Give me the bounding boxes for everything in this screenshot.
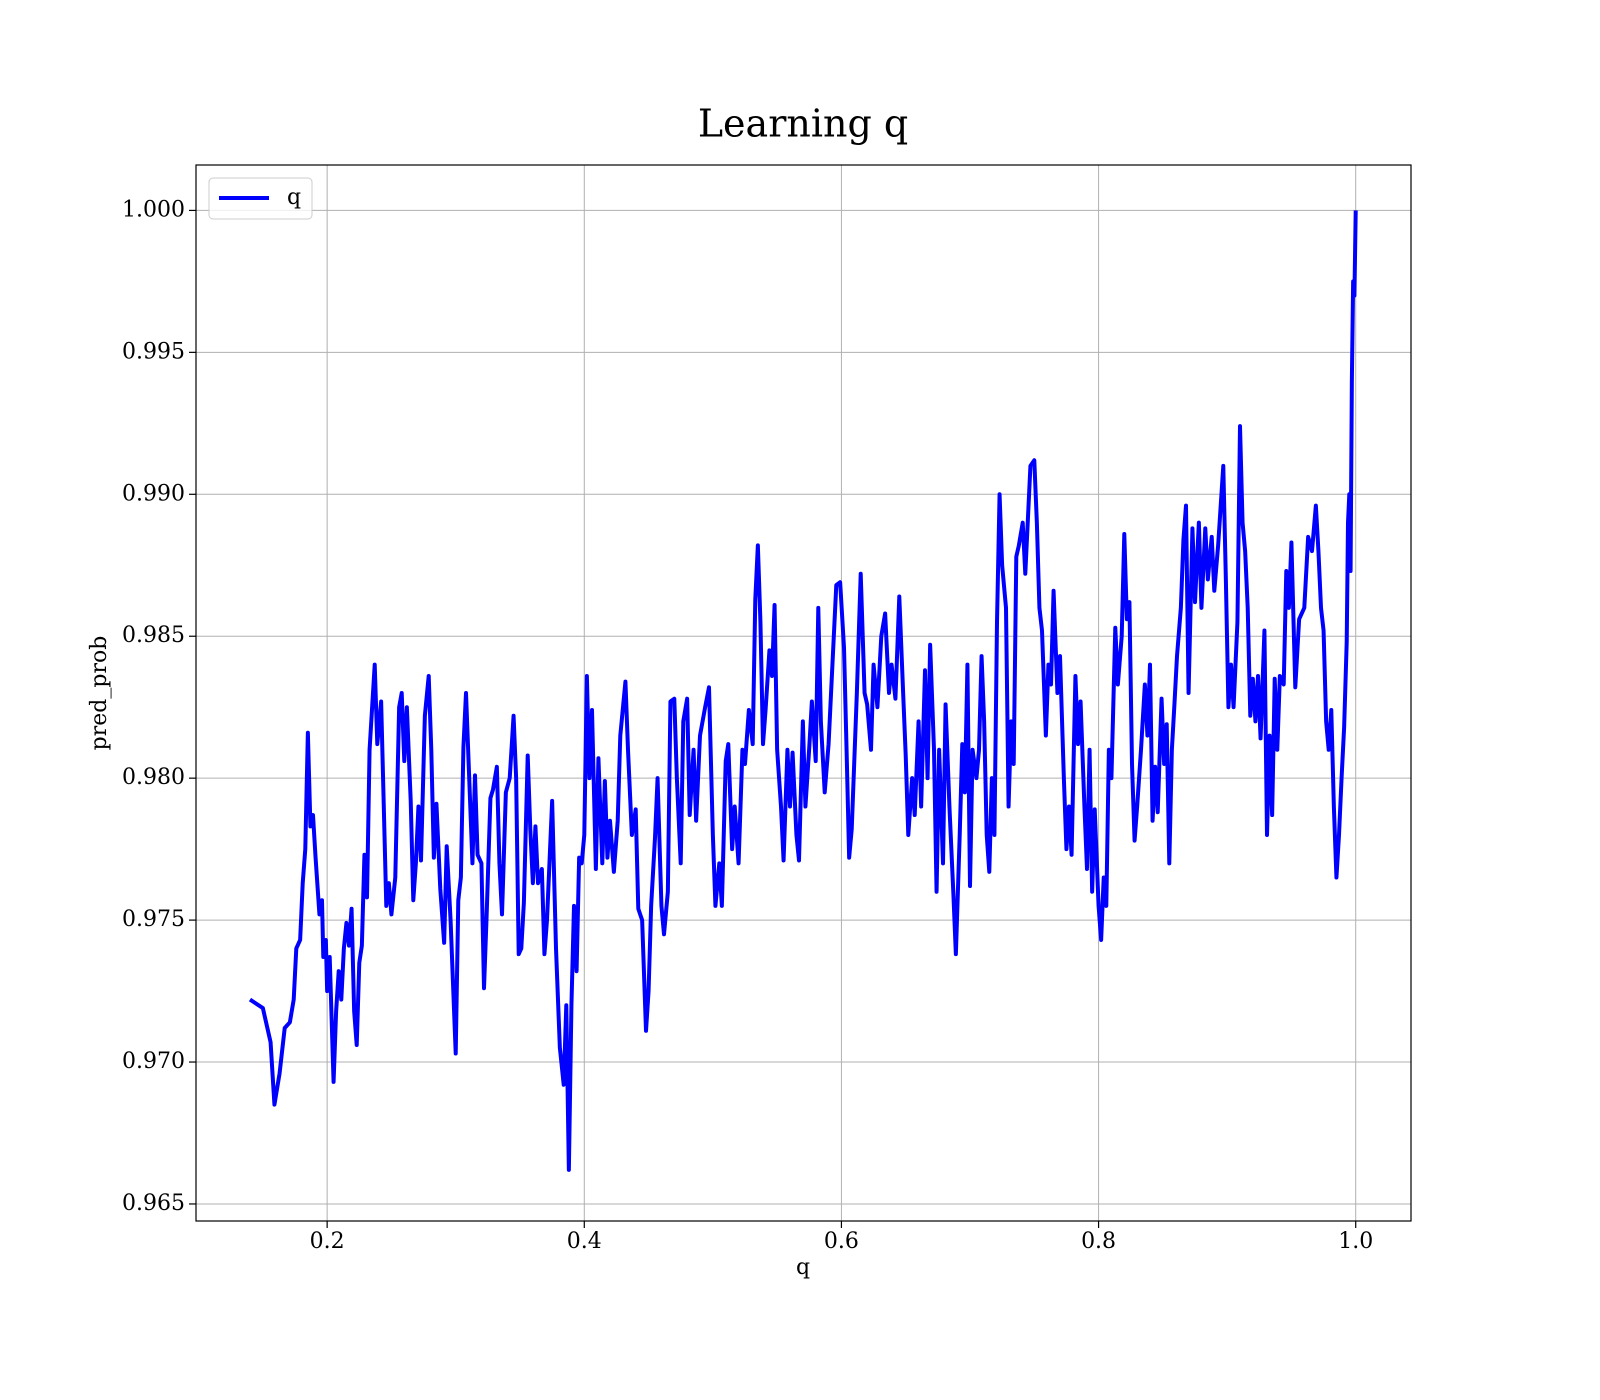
x-tick-label: 1.0 <box>1338 1229 1373 1254</box>
x-tick-label: 0.4 <box>567 1229 602 1254</box>
y-tick-label: 1.000 <box>122 197 185 222</box>
y-tick-label: 0.965 <box>122 1191 185 1216</box>
y-tick-label: 0.970 <box>122 1049 185 1074</box>
y-tick-label: 0.995 <box>122 339 185 364</box>
y-tick-label: 0.985 <box>122 623 185 648</box>
x-tick-label: 0.2 <box>310 1229 345 1254</box>
y-axis-label: pred_prob <box>87 636 112 751</box>
x-tick-label: 0.8 <box>1081 1229 1116 1254</box>
y-tick-label: 0.990 <box>122 481 185 506</box>
chart-title: Learning q <box>698 102 908 146</box>
plot-frame <box>195 164 1412 1222</box>
x-tick-label: 0.6 <box>824 1229 859 1254</box>
x-axis-label: q <box>796 1255 810 1280</box>
data-line <box>248 210 1358 1172</box>
legend-label: q <box>287 185 301 210</box>
y-tick-label: 0.975 <box>122 907 185 932</box>
y-tick-label: 0.980 <box>122 765 185 790</box>
